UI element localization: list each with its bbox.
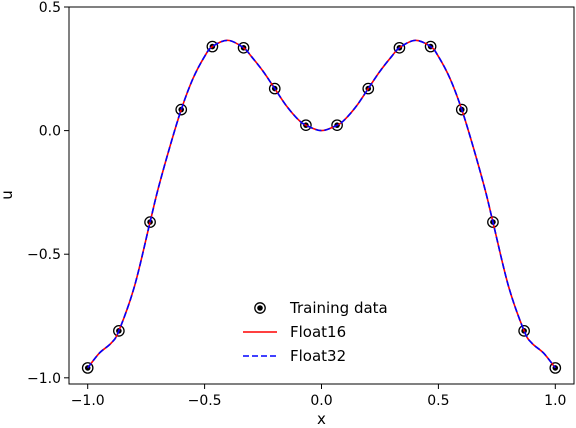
legend-marker-training-data (254, 302, 266, 314)
training-data-point (113, 324, 125, 337)
legend: Training data Float16 Float32 (243, 299, 388, 365)
training-data-point (424, 40, 437, 53)
float32-line (87, 39, 556, 369)
training-data-point (268, 82, 281, 95)
y-tick-label: 0.5 (39, 0, 61, 16)
training-data-point (549, 362, 562, 374)
training-data-point (300, 119, 312, 132)
x-tick-label: −0.5 (188, 393, 222, 409)
y-tick-label: −0.5 (27, 247, 61, 263)
legend-label: Training data (289, 299, 388, 317)
series-layer (81, 39, 562, 374)
x-tick-label: 0.0 (310, 393, 332, 409)
training-data-point (237, 41, 250, 54)
x-tick-label: −1.0 (71, 393, 105, 409)
x-tick-label: 0.5 (427, 393, 449, 409)
training-data-point (206, 40, 219, 53)
legend-marker-training-data-core (257, 305, 263, 311)
training-data-point (362, 82, 375, 95)
training-data-point (331, 119, 343, 132)
training-data-point (81, 362, 94, 374)
x-axis-label: x (317, 410, 326, 428)
training-data-point (144, 216, 156, 228)
training-data-point (518, 324, 530, 337)
y-axis-label: u (0, 190, 16, 200)
y-axis-ticks: −1.0 −0.5 0.0 0.5 (27, 0, 69, 387)
y-tick-label: −1.0 (27, 371, 61, 387)
training-data-point (175, 103, 188, 116)
training-data-point (487, 216, 499, 228)
legend-label: Float32 (290, 347, 346, 365)
training-data-point (455, 103, 468, 116)
y-tick-label: 0.0 (39, 124, 61, 140)
plot-area (69, 7, 574, 384)
x-tick-label: 1.0 (544, 393, 566, 409)
x-axis-ticks: −1.0 −0.5 0.0 0.5 1.0 (71, 384, 566, 409)
training-data-point (393, 41, 406, 54)
legend-label: Float16 (290, 323, 346, 341)
